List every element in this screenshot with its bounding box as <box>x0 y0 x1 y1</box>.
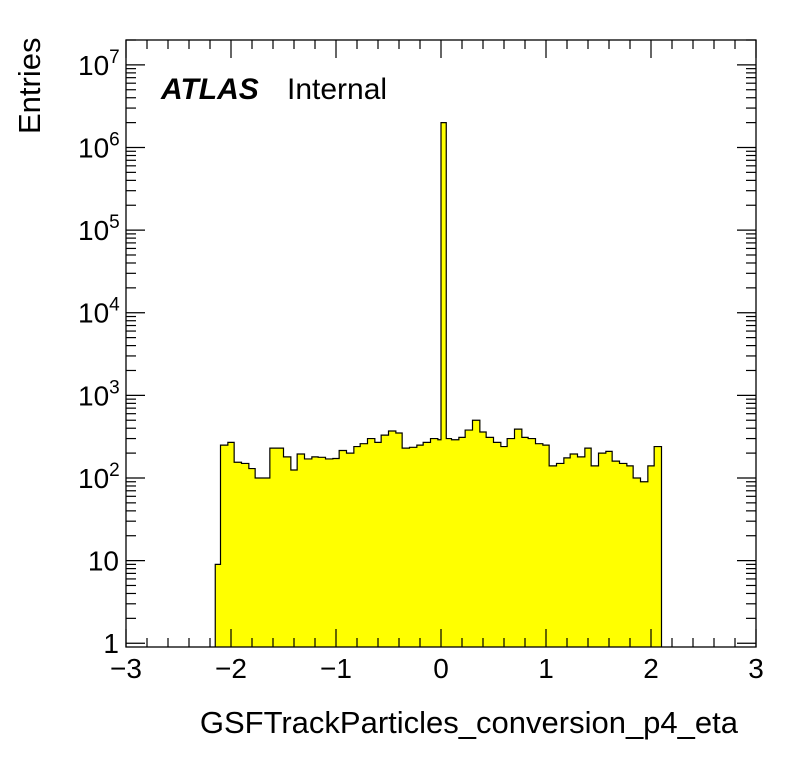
histogram-bin <box>626 465 634 647</box>
histogram-bin <box>248 468 256 647</box>
histogram-bin <box>479 432 487 647</box>
histogram-bin <box>290 469 298 647</box>
x-axis-label: GSFTrackParticles_conversion_p4_eta <box>200 705 739 740</box>
histogram-bin <box>577 456 586 647</box>
histogram-bin <box>441 122 447 648</box>
histogram-bin <box>234 462 242 647</box>
x-tick-label: 1 <box>538 653 554 684</box>
histogram-bins <box>215 122 662 648</box>
histogram-bin <box>528 438 536 647</box>
histogram-bin <box>395 433 403 647</box>
histogram-bin <box>374 442 382 647</box>
histogram-bin <box>318 457 326 647</box>
x-tick-label: −1 <box>320 653 352 684</box>
histogram-bin <box>297 454 305 647</box>
x-tick-label: −3 <box>110 653 142 684</box>
internal-label: Internal <box>287 73 387 106</box>
x-axis-ticks <box>125 40 757 647</box>
histogram-bin <box>563 457 571 647</box>
histogram-bin <box>472 420 481 647</box>
x-tick-label: −2 <box>215 653 247 684</box>
y-tick-label: 1 <box>103 628 119 659</box>
histogram-bin <box>241 463 250 647</box>
histogram-bin <box>446 438 452 647</box>
histogram-bin <box>605 451 613 647</box>
histogram-bin <box>493 442 502 647</box>
y-tick-label: 105 <box>78 212 120 246</box>
histogram-bin <box>556 463 565 647</box>
histogram-bin <box>276 448 284 647</box>
histogram-bin <box>535 443 544 647</box>
histogram-bin <box>486 437 494 647</box>
x-tick-label: 2 <box>643 653 659 684</box>
histogram-bin <box>353 446 361 647</box>
x-axis-tick-labels: −3 −2 −1 0 1 2 3 <box>110 653 764 684</box>
histogram-bin <box>591 465 599 647</box>
histogram-bin <box>388 431 397 647</box>
histogram-bin <box>542 445 550 647</box>
histogram-bin <box>640 481 649 647</box>
histogram-bin <box>598 453 607 647</box>
y-axis-ticks <box>126 39 756 644</box>
histogram-bin <box>255 477 263 647</box>
histogram-bin <box>381 435 389 647</box>
y-axis-tick-labels: 1 10 102 103 104 105 106 107 <box>78 47 120 659</box>
histogram-bin <box>584 448 592 647</box>
histogram-bin <box>283 456 292 647</box>
histogram-bin <box>451 439 460 647</box>
histogram-bin <box>465 430 473 647</box>
histogram-bin <box>570 454 578 647</box>
histogram-bin <box>409 447 418 647</box>
atlas-label: ATLAS <box>160 73 259 106</box>
y-tick-label: 106 <box>78 129 120 163</box>
x-tick-label: 0 <box>433 653 449 684</box>
histogram-bin <box>458 437 466 647</box>
histogram-bin <box>549 465 557 647</box>
histogram-bin <box>654 446 662 647</box>
y-axis-label: Entries <box>12 38 47 134</box>
y-tick-label: 103 <box>78 377 120 411</box>
histogram-bin <box>619 463 628 647</box>
histogram-bin <box>514 429 523 647</box>
y-tick-label: 107 <box>78 47 120 81</box>
histogram-bin <box>215 564 221 647</box>
histogram-bin <box>416 445 424 647</box>
y-tick-label: 10 <box>88 546 119 577</box>
histogram-bin <box>521 437 529 647</box>
histogram-bin <box>633 477 641 647</box>
histogram-bin <box>360 443 368 647</box>
histogram-bin <box>346 453 355 647</box>
histogram-bin <box>612 461 620 647</box>
histogram-bin <box>332 458 340 647</box>
histogram-bin <box>367 438 376 647</box>
histogram-bin <box>437 439 442 647</box>
histogram-bin <box>220 445 229 647</box>
histogram-bin <box>500 446 508 647</box>
y-tick-label: 104 <box>78 295 120 329</box>
y-tick-label: 102 <box>78 460 120 494</box>
histogram-bin <box>339 450 347 647</box>
histogram-bin <box>269 448 277 647</box>
histogram-bin <box>430 438 439 647</box>
histogram-bin <box>647 465 655 647</box>
histogram-bin <box>402 448 410 647</box>
histogram-bin <box>304 458 313 647</box>
histogram-outline <box>214 122 663 647</box>
histogram-bin <box>423 442 431 647</box>
histogram-bin <box>311 456 319 647</box>
histogram-bin <box>325 458 334 647</box>
histogram-bin <box>262 477 271 647</box>
histogram-bin <box>507 438 515 647</box>
x-tick-label: 3 <box>748 653 764 684</box>
histogram-bin <box>227 442 235 647</box>
